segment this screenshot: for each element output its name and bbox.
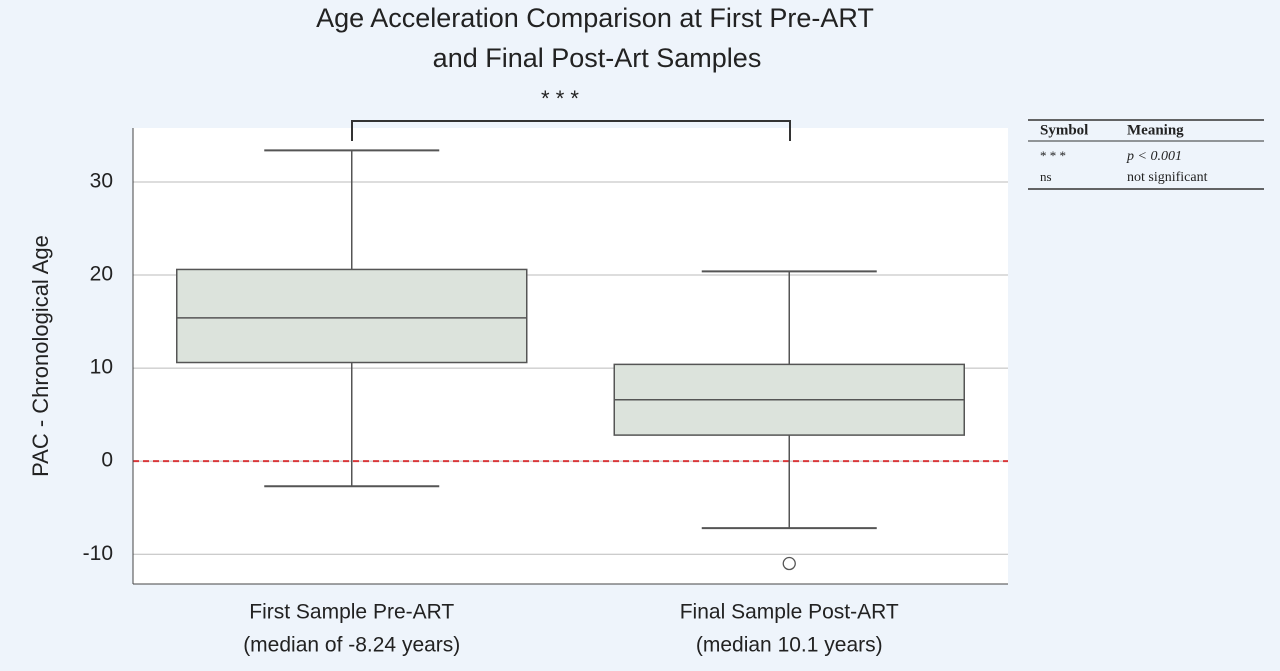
table-cell: p < 0.001 xyxy=(1126,149,1182,164)
chart-title: Age Acceleration Comparison at First Pre… xyxy=(316,3,874,33)
table-cell: * * * xyxy=(1040,148,1066,163)
y-tick-label: 20 xyxy=(90,263,113,286)
x-tick-note: (median 10.1 years) xyxy=(696,634,883,657)
significance-label: * * * xyxy=(541,86,579,111)
y-axis-label: PAC - Chronological Age xyxy=(28,235,53,477)
significance-table: Symbol Meaning * * * p < 0.001 ns not si… xyxy=(1028,119,1264,190)
box xyxy=(176,268,528,364)
y-tick-label: 0 xyxy=(101,449,113,472)
y-tick-label: 10 xyxy=(90,356,113,379)
chart-title: and Final Post-Art Samples xyxy=(433,43,762,73)
table-cell: not significant xyxy=(1127,170,1208,185)
x-tick-label: First Sample Pre-ART xyxy=(249,601,454,624)
x-tick-label: Final Sample Post-ART xyxy=(680,601,899,624)
y-tick-label: -10 xyxy=(83,542,113,565)
significance-bracket xyxy=(351,120,791,141)
table-header: Meaning xyxy=(1127,122,1184,138)
table-header: Symbol xyxy=(1040,122,1088,138)
outlier xyxy=(782,556,796,571)
x-tick-note: (median of -8.24 years) xyxy=(243,634,460,657)
table-cell: ns xyxy=(1040,169,1052,184)
y-tick-label: 30 xyxy=(90,170,113,193)
